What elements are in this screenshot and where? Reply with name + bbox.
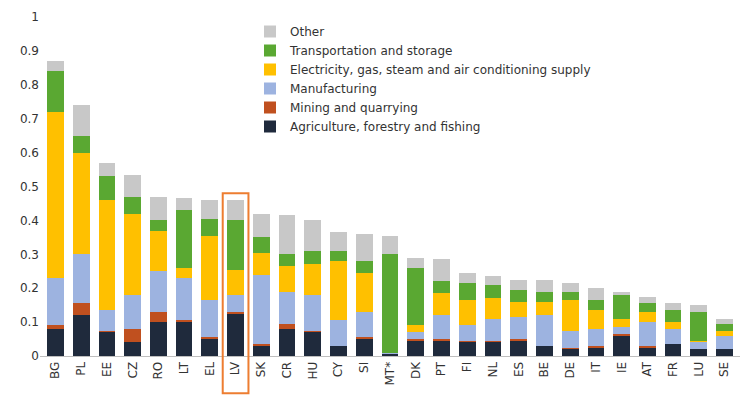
svg-text:LT: LT xyxy=(177,361,191,374)
svg-text:DE: DE xyxy=(563,362,577,379)
svg-text:0.9: 0.9 xyxy=(20,44,39,58)
svg-text:1: 1 xyxy=(31,10,39,24)
svg-text:PL: PL xyxy=(74,361,88,375)
svg-text:Mining and quarrying: Mining and quarrying xyxy=(290,101,418,115)
svg-text:RO: RO xyxy=(151,362,165,380)
svg-text:Agriculture, forestry and fish: Agriculture, forestry and fishing xyxy=(290,120,480,134)
svg-text:0: 0 xyxy=(31,349,39,363)
svg-text:EE: EE xyxy=(100,362,114,377)
svg-text:LV: LV xyxy=(228,361,242,375)
svg-text:FR: FR xyxy=(666,362,680,377)
svg-text:0.4: 0.4 xyxy=(20,214,39,228)
svg-text:AT: AT xyxy=(640,361,654,376)
svg-text:0.8: 0.8 xyxy=(20,78,39,92)
svg-text:CZ: CZ xyxy=(126,362,140,379)
svg-text:SI: SI xyxy=(357,362,371,373)
svg-text:0.3: 0.3 xyxy=(20,248,39,262)
svg-text:LU: LU xyxy=(692,362,706,377)
svg-text:BE: BE xyxy=(537,362,551,378)
svg-text:SE: SE xyxy=(717,362,731,377)
svg-text:0.7: 0.7 xyxy=(20,112,39,126)
svg-text:DK: DK xyxy=(409,361,423,379)
svg-text:0.2: 0.2 xyxy=(20,281,39,295)
svg-text:Transportation and storage: Transportation and storage xyxy=(289,44,452,58)
svg-text:FI: FI xyxy=(460,362,474,372)
svg-text:CY: CY xyxy=(331,361,345,377)
svg-text:BG: BG xyxy=(48,362,62,379)
svg-text:0.6: 0.6 xyxy=(20,146,39,160)
svg-text:ES: ES xyxy=(512,362,526,377)
svg-text:PT: PT xyxy=(434,361,448,376)
svg-text:Electricity, gas, steam and ai: Electricity, gas, steam and air conditio… xyxy=(290,63,591,77)
svg-text:NL: NL xyxy=(486,361,500,377)
svg-text:HU: HU xyxy=(306,362,320,380)
svg-text:Manufacturing: Manufacturing xyxy=(290,82,377,96)
svg-text:IT: IT xyxy=(589,361,603,373)
svg-text:EL: EL xyxy=(203,361,217,376)
svg-text:SK: SK xyxy=(254,361,268,378)
svg-text:IE: IE xyxy=(615,362,629,373)
svg-text:Other: Other xyxy=(290,25,324,39)
svg-text:CR: CR xyxy=(280,362,294,379)
svg-text:0.1: 0.1 xyxy=(20,315,39,329)
svg-text:0.5: 0.5 xyxy=(20,180,39,194)
svg-text:MT*: MT* xyxy=(383,362,397,386)
